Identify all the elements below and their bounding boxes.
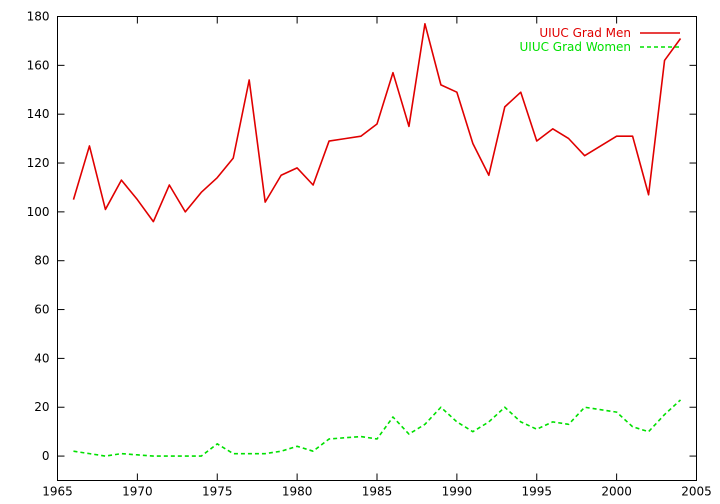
y-tick-label: 0 — [42, 449, 50, 463]
y-tick-label: 140 — [27, 107, 50, 121]
x-tick-label: 1995 — [521, 485, 552, 499]
x-tick-label: 1985 — [362, 485, 393, 499]
x-tick-label: 1980 — [282, 485, 313, 499]
axes-layer: 1965 1970 1975 1980 1985 1990 1995 2000 2005 0 20 4… — [27, 10, 712, 499]
series-layer — [72, 23, 682, 457]
y-tick-label: 20 — [34, 400, 49, 414]
x-tick-label: 1965 — [42, 485, 73, 499]
y-tick-label: 120 — [27, 156, 50, 170]
x-tick-label: 1990 — [442, 485, 473, 499]
y-tick-label: 180 — [27, 10, 50, 24]
x-tick-label: 2005 — [681, 485, 712, 499]
y-tick-label: 80 — [34, 254, 49, 268]
y-tick-label: 60 — [34, 303, 49, 317]
x-tick-label: 1970 — [122, 485, 153, 499]
x-tick-label: 2000 — [601, 485, 632, 499]
y-tick-label: 100 — [27, 205, 50, 219]
y-tick-label: 40 — [34, 351, 49, 365]
series-line-women — [73, 399, 682, 457]
plot-frame — [57, 16, 697, 481]
series-line-men — [72, 23, 682, 223]
legend-label-women: UIUC Grad Women — [520, 40, 632, 54]
y-tick-label: 160 — [27, 58, 50, 72]
x-tick-label: 1975 — [202, 485, 233, 499]
legend-label-men: UIUC Grad Men — [539, 26, 631, 40]
